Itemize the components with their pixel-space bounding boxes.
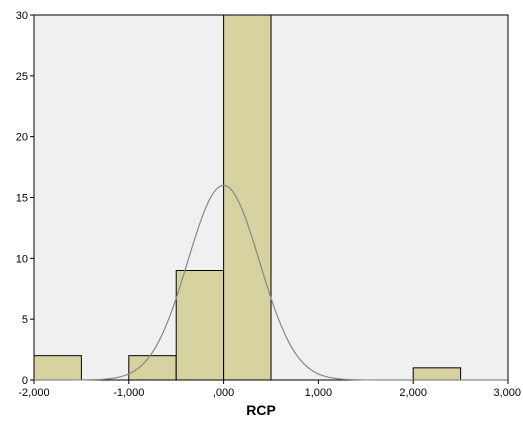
x-tick-label-2: ,000 — [213, 387, 234, 399]
y-axis: 0 5 10 15 20 25 30 — [16, 10, 34, 387]
y-tick-label-1: 5 — [22, 314, 28, 326]
x-axis-title: RCP — [246, 402, 276, 418]
x-tick-label-0: -2,000 — [18, 387, 49, 399]
x-tick-label-5: 3,000 — [493, 387, 521, 399]
y-tick-label-5: 25 — [16, 71, 28, 83]
y-tick-label-4: 20 — [16, 132, 28, 144]
histogram-bar-3 — [223, 14, 272, 381]
bars-layer — [33, 14, 462, 381]
histogram-bar-4 — [412, 367, 462, 381]
histogram-bar-2 — [175, 270, 225, 381]
y-tick-label-2: 10 — [16, 253, 28, 265]
normal-curve — [34, 184, 508, 381]
x-tick-label-4: 2,000 — [399, 387, 427, 399]
y-tick-label-6: 30 — [16, 10, 28, 22]
histogram-bar-0 — [33, 355, 82, 381]
x-tick-label-1: -1,000 — [113, 387, 144, 399]
y-tick-label-3: 15 — [16, 193, 28, 205]
histogram-bar-1 — [128, 355, 177, 381]
x-tick-label-3: 1,000 — [305, 387, 333, 399]
x-axis: -2,000 -1,000 ,000 1,000 2,000 3,000 — [18, 380, 521, 399]
y-tick-label-0: 0 — [22, 375, 28, 387]
